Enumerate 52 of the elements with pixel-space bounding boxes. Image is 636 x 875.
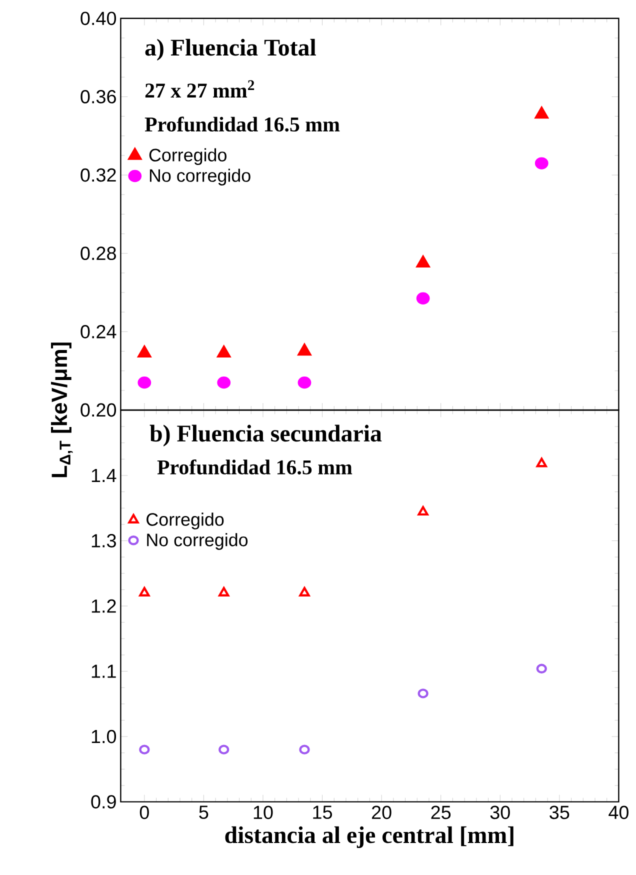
y-axis-title: L$_{Δ,T}$ [keV/μm] xyxy=(51,342,73,478)
point xyxy=(534,106,548,119)
x-tick-label: 10 xyxy=(254,806,273,820)
text: a) Fluencia Total xyxy=(145,38,316,61)
point xyxy=(418,506,428,516)
legend-label: No corregido xyxy=(150,168,250,186)
x-tick-label: 25 xyxy=(431,806,451,820)
x-tick-label: 20 xyxy=(372,806,392,820)
legend-label: Corregido xyxy=(146,512,224,530)
point xyxy=(534,157,548,170)
annotation: 27 x 27 mm$^{2}$ xyxy=(145,80,254,98)
y-tick-label: 1.3 xyxy=(92,534,116,548)
y-tick-label: 0.20 xyxy=(80,403,116,417)
y-tick-label: 1.2 xyxy=(92,599,116,613)
x-tick-label: 15 xyxy=(313,806,332,819)
x-tick-label: 35 xyxy=(550,806,570,820)
point xyxy=(536,664,547,674)
y-tick-label: 1.4 xyxy=(92,468,116,482)
annotation: Profundidad 16.5 mm xyxy=(157,459,352,474)
point xyxy=(416,292,430,304)
y-tick-label: 0.28 xyxy=(80,246,116,260)
point xyxy=(299,744,310,754)
y-tick-label: 0.24 xyxy=(80,324,116,338)
point xyxy=(217,376,231,389)
point xyxy=(416,256,430,268)
legend-label: No corregido xyxy=(147,533,248,550)
y-tick-label: 0.36 xyxy=(80,90,116,104)
x-tick-label: 5 xyxy=(199,806,208,819)
point xyxy=(418,688,428,698)
point xyxy=(138,376,152,389)
y-tick-label: 0.40 xyxy=(80,12,116,26)
y-tick-label: 1.1 xyxy=(92,664,116,678)
y-tick-label: 0.9 xyxy=(91,795,116,809)
point xyxy=(138,346,152,358)
y-tick-label: 0.32 xyxy=(80,168,116,182)
point xyxy=(139,744,150,754)
point xyxy=(298,344,312,356)
x-tick-label: 30 xyxy=(490,806,510,820)
x-axis-title: distancia al eje central [mm] xyxy=(225,826,514,848)
point xyxy=(218,586,230,596)
point xyxy=(298,376,312,389)
text: b) Fluencia secundaria xyxy=(150,424,382,446)
point xyxy=(218,744,230,754)
x-tick-label: 40 xyxy=(608,806,628,820)
point xyxy=(217,346,231,358)
x-tick-label: 0 xyxy=(140,806,149,820)
point xyxy=(536,458,547,468)
point xyxy=(299,586,310,596)
point xyxy=(139,586,150,596)
y-tick-label: 1.0 xyxy=(92,730,116,744)
legend-label: Corregido xyxy=(149,148,226,166)
annotation: Profundidad 16.5 mm xyxy=(144,116,340,132)
